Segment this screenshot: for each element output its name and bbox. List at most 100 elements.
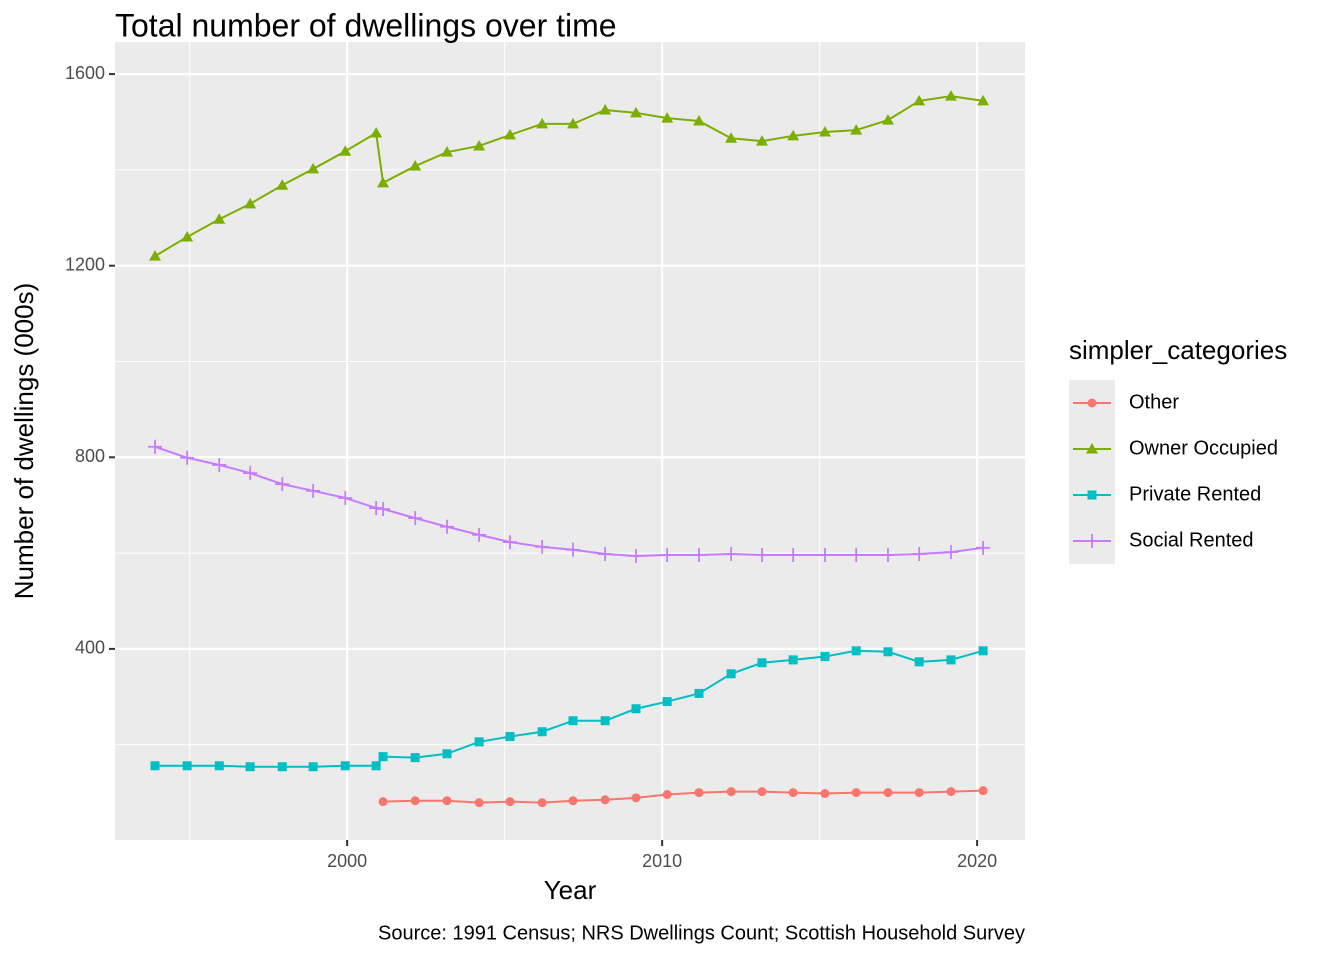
point bbox=[568, 716, 578, 726]
point bbox=[757, 787, 767, 797]
point bbox=[442, 796, 452, 806]
point bbox=[661, 112, 674, 123]
point bbox=[472, 527, 487, 542]
point bbox=[913, 94, 926, 106]
point bbox=[946, 787, 956, 797]
point bbox=[149, 250, 162, 261]
point bbox=[502, 535, 517, 550]
legend-label: Other bbox=[1129, 391, 1179, 413]
point bbox=[245, 762, 255, 772]
point bbox=[880, 548, 895, 562]
x-tick-label: 2010 bbox=[642, 851, 682, 871]
point bbox=[977, 94, 990, 106]
point bbox=[851, 646, 861, 656]
point bbox=[378, 752, 388, 762]
caption: Source: 1991 Census; NRS Dwellings Count… bbox=[378, 922, 1025, 944]
point bbox=[943, 545, 958, 560]
point bbox=[213, 213, 226, 224]
point bbox=[598, 547, 613, 562]
series-line bbox=[383, 789, 984, 804]
series-line bbox=[155, 649, 984, 768]
point bbox=[535, 539, 550, 554]
legend-label: Owner Occupied bbox=[1129, 437, 1278, 459]
point bbox=[851, 788, 861, 798]
point bbox=[754, 548, 769, 562]
point bbox=[976, 540, 991, 555]
point bbox=[787, 129, 800, 141]
legend-marker bbox=[1087, 398, 1097, 408]
point bbox=[377, 176, 390, 188]
point bbox=[691, 548, 706, 562]
x-tick-label: 2000 bbox=[327, 851, 367, 871]
point bbox=[850, 124, 863, 135]
point bbox=[755, 135, 768, 146]
point bbox=[726, 669, 736, 679]
series bbox=[148, 439, 991, 563]
point bbox=[536, 117, 549, 129]
point bbox=[694, 688, 704, 698]
point bbox=[694, 788, 704, 798]
point bbox=[788, 655, 798, 665]
point bbox=[820, 789, 830, 799]
point bbox=[628, 548, 643, 563]
point bbox=[338, 491, 353, 505]
point bbox=[631, 793, 641, 803]
point bbox=[566, 117, 579, 129]
point bbox=[180, 450, 195, 465]
x-tick-label: 2020 bbox=[957, 851, 997, 871]
point bbox=[660, 548, 675, 562]
point bbox=[376, 502, 391, 517]
legend-marker bbox=[1085, 534, 1099, 548]
series bbox=[150, 646, 988, 772]
point bbox=[505, 732, 515, 742]
point bbox=[726, 787, 736, 797]
point bbox=[182, 761, 192, 771]
point bbox=[692, 115, 705, 126]
point bbox=[244, 197, 257, 209]
point bbox=[440, 146, 453, 157]
y-tick-label: 1600 bbox=[65, 63, 105, 83]
point bbox=[410, 796, 420, 806]
point bbox=[243, 466, 258, 481]
point bbox=[537, 727, 547, 737]
point bbox=[629, 106, 642, 118]
point bbox=[275, 477, 290, 492]
point bbox=[565, 542, 580, 557]
point bbox=[662, 789, 672, 799]
point bbox=[439, 519, 454, 534]
y-tick-label: 400 bbox=[75, 638, 105, 658]
point bbox=[724, 547, 739, 562]
point bbox=[148, 439, 163, 454]
point bbox=[410, 753, 420, 763]
point bbox=[181, 230, 194, 242]
x-axis-title: Year bbox=[544, 875, 597, 905]
point bbox=[883, 647, 893, 657]
point bbox=[474, 798, 484, 808]
point bbox=[978, 646, 988, 656]
point bbox=[369, 501, 384, 516]
legend-label: Social Rented bbox=[1129, 529, 1254, 551]
point bbox=[277, 762, 287, 772]
series-line bbox=[154, 445, 984, 557]
point bbox=[340, 761, 350, 771]
point bbox=[946, 655, 956, 665]
point bbox=[150, 761, 160, 771]
point bbox=[442, 749, 452, 759]
legend-label: Private Rented bbox=[1129, 483, 1261, 505]
point bbox=[820, 652, 830, 662]
point bbox=[944, 90, 957, 101]
point bbox=[409, 160, 422, 171]
point bbox=[370, 127, 383, 138]
point bbox=[914, 657, 924, 667]
point bbox=[505, 797, 515, 807]
point bbox=[307, 162, 320, 174]
series bbox=[149, 90, 990, 261]
series-line bbox=[154, 95, 984, 257]
point bbox=[339, 145, 352, 156]
point bbox=[725, 132, 738, 143]
y-axis-title: Number of dwellings (000s) bbox=[9, 283, 39, 599]
point bbox=[883, 788, 893, 798]
point bbox=[503, 128, 516, 140]
point bbox=[817, 548, 832, 562]
